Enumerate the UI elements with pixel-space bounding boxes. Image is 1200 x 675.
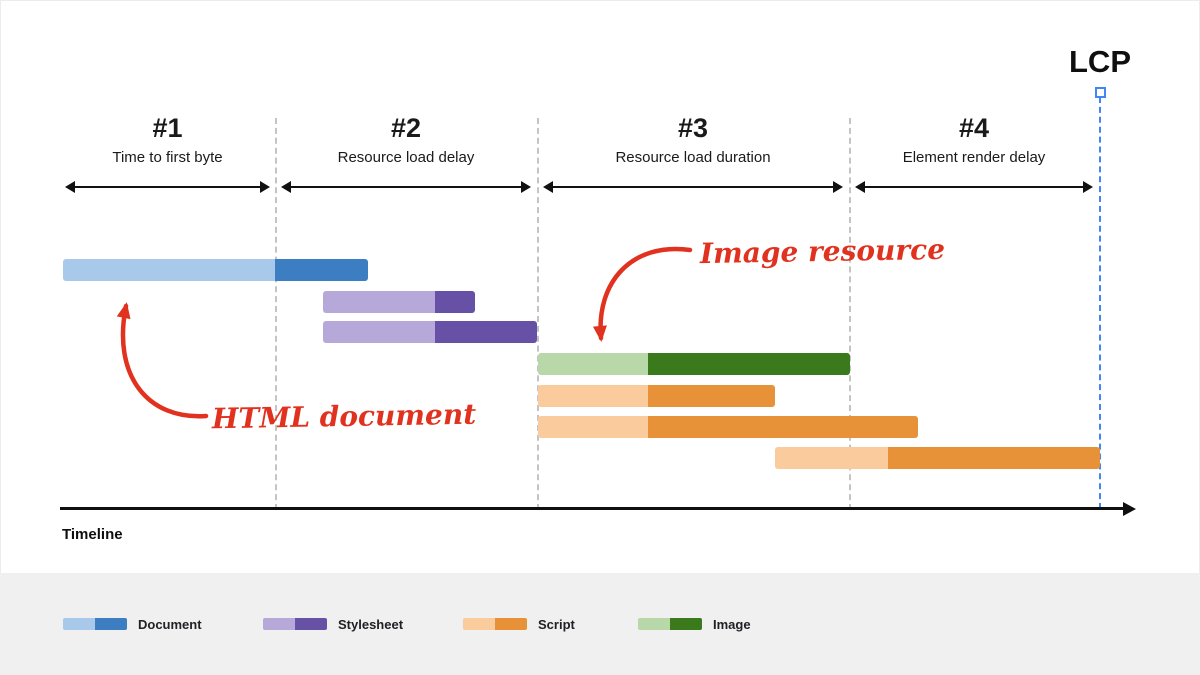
legend-label-document: Document [138,616,202,632]
phase-2-number: #2 [390,113,422,143]
legend-label-image: Image [713,616,751,632]
script-1-bar [538,385,775,407]
stylesheet-2-bar [323,321,537,343]
phase-1-span-arrow [65,181,270,193]
document-dark-segment [275,259,368,281]
legend-swatch-script-dark [495,618,527,630]
phase-divider-1 [275,118,277,510]
image-bar [538,353,850,375]
lcp-label: LCP [1069,44,1131,79]
timeline-axis [60,502,1136,516]
script-2-dark-segment [648,416,918,438]
stylesheet-1-bar [323,291,475,313]
legend-swatch-stylesheet-dark [295,618,327,630]
legend-swatch-document-light [63,618,95,630]
legend-label-stylesheet: Stylesheet [338,616,404,632]
document-bar [63,259,368,281]
phase-3-label: Resource load duration [615,149,771,166]
script-3-bar [775,447,1100,469]
phase-4-number: #4 [958,113,990,143]
phase-4-span-arrow [855,181,1093,193]
annotation-html-document: HTML document [211,397,477,436]
stylesheet-2-light-segment [323,321,435,343]
image-resource-arrow [592,246,693,342]
phase-4-label: Element render delay [902,149,1046,166]
stylesheet-1-dark-segment [435,291,475,313]
image-dark-segment [648,353,850,375]
legend-item-script: Script [463,616,575,632]
document-light-segment [63,259,275,281]
html-document-arrow [116,302,209,419]
legend-item-document: Document [63,616,202,632]
script-1-dark-segment [648,385,775,407]
stylesheet-1-light-segment [323,291,435,313]
phase-1-label: Time to first byte [112,149,223,166]
script-2-light-segment [538,416,648,438]
lcp-dashed-line [1099,97,1101,509]
phase-2-label: Resource load delay [337,149,475,166]
legend-swatch-stylesheet-light [263,618,295,630]
phase-divider-2 [537,118,539,510]
phase-2-span-arrow [281,181,531,193]
stylesheet-2-dark-segment [435,321,537,343]
phase-1-header: #1 Time to first byte [65,112,270,194]
phase-3-number: #3 [677,113,709,143]
legend-item-image: Image [638,616,751,632]
phase-divider-3 [849,118,851,510]
legend-swatch-image-dark [670,618,702,630]
phase-3-span-arrow [543,181,843,193]
script-2-bar [538,416,918,438]
legend-label-script: Script [538,616,575,632]
phase-4-header: #4 Element render delay [855,112,1093,194]
legend-swatch-document-dark [95,618,127,630]
script-3-dark-segment [888,447,1100,469]
legend: Document Stylesheet Script Image [0,573,1200,675]
phase-1-number: #1 [152,113,183,143]
legend-swatch-script-light [463,618,495,630]
legend-swatch-image-light [638,618,670,630]
script-3-light-segment [775,447,888,469]
phase-3-header: #3 Resource load duration [543,112,843,194]
image-light-segment [538,353,648,375]
phase-2-header: #2 Resource load delay [281,112,531,194]
legend-item-stylesheet: Stylesheet [263,616,404,632]
annotation-image-resource: Image resource [699,232,946,271]
timeline-label: Timeline [62,526,123,543]
script-1-light-segment [538,385,648,407]
